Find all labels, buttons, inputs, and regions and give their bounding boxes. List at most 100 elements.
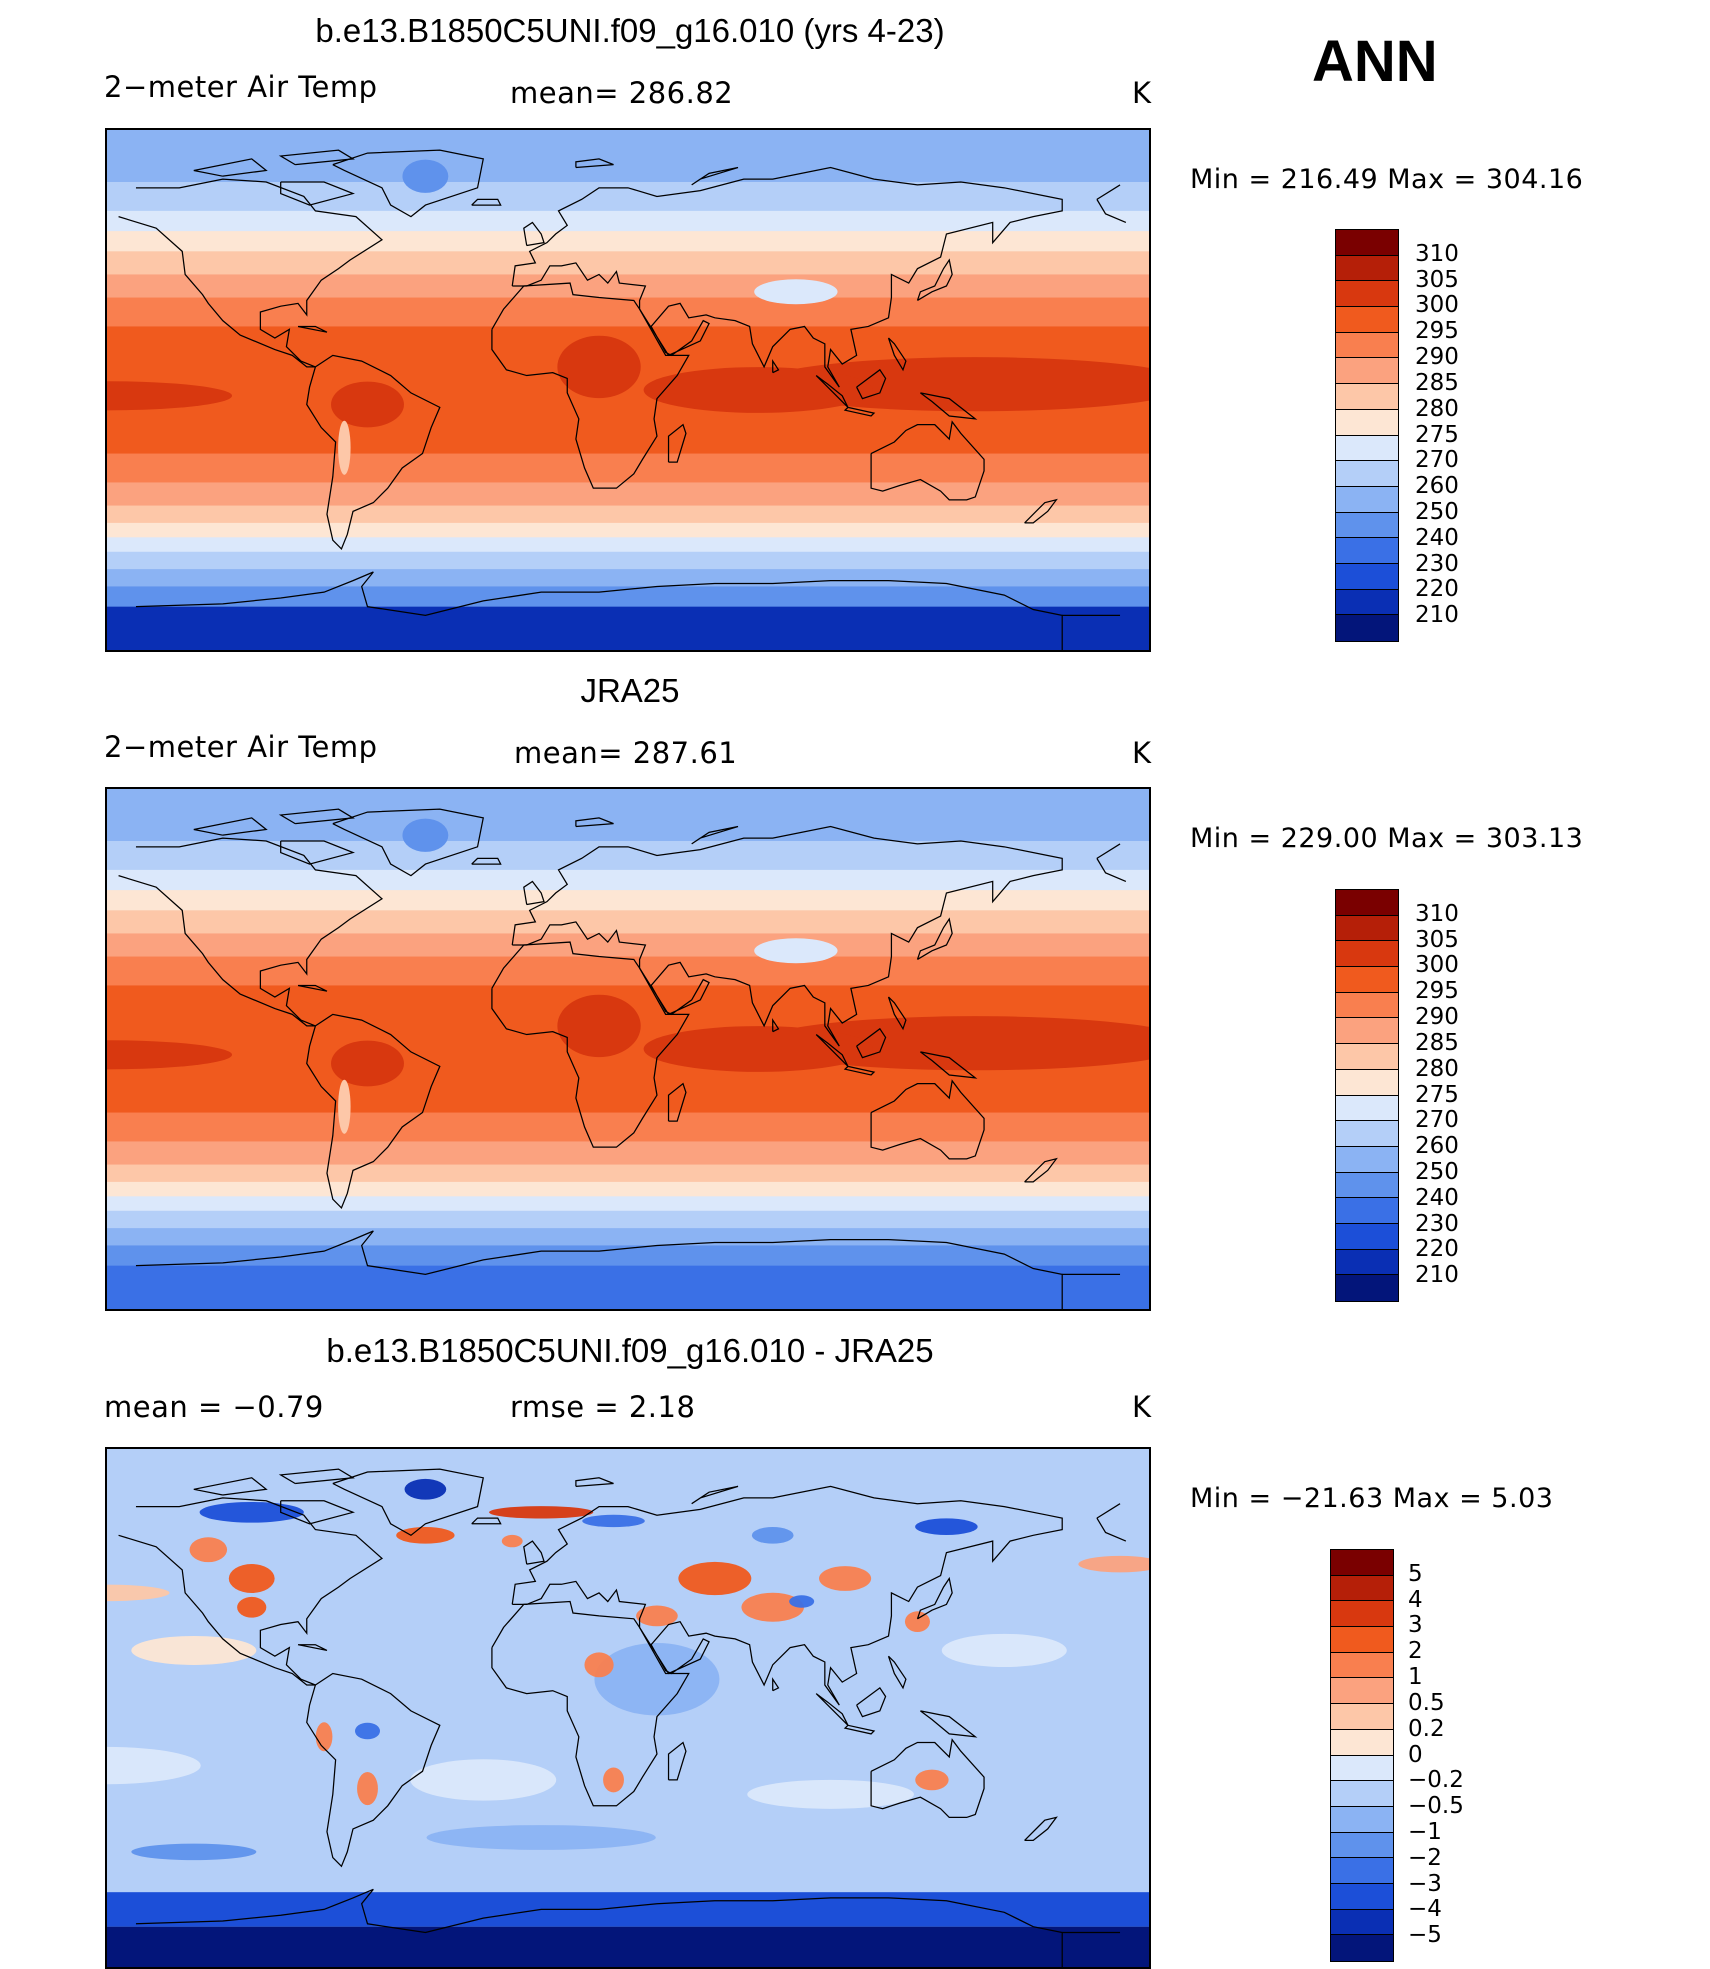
colorbar-swatch <box>1336 1172 1398 1199</box>
colorbar-labels: 310 305 300 295 290 285 280 275 270 260 250 240 230 2… <box>1415 889 1565 1302</box>
colorbar-temperature <box>1335 889 1399 1302</box>
colorbar-tick-label: −1 <box>1408 1818 1442 1845</box>
colorbar-swatch <box>1336 1223 1398 1250</box>
map-model <box>105 128 1151 652</box>
colorbar-swatch <box>1336 332 1398 359</box>
colorbar-swatch <box>1336 589 1398 616</box>
colorbar-swatch <box>1336 1146 1398 1173</box>
colorbar-tick-label: 310 <box>1415 900 1459 927</box>
map-obs <box>105 787 1151 1311</box>
colorbar-swatch <box>1336 941 1398 968</box>
colorbar-swatch <box>1336 1044 1398 1070</box>
colorbar-swatch <box>1331 1806 1393 1833</box>
colorbar-tick-label: 275 <box>1415 421 1459 448</box>
panel-minmax: Min = −21.63 Max = 5.03 <box>1190 1483 1554 1514</box>
colorbar-swatch <box>1336 890 1398 916</box>
colorbar-tick-label: 250 <box>1415 498 1459 525</box>
colorbar-swatch <box>1336 1198 1398 1224</box>
colorbar-tick-label: 4 <box>1408 1586 1423 1613</box>
colorbar-tick-label: 270 <box>1415 1107 1459 1134</box>
colorbar-tick-label: 250 <box>1415 1158 1459 1185</box>
colorbar-swatch <box>1336 281 1398 308</box>
colorbar-tick-label: 310 <box>1415 240 1459 267</box>
panel-minmax: Min = 216.49 Max = 304.16 <box>1190 164 1584 195</box>
colorbar-swatch <box>1331 1550 1393 1576</box>
colorbar-tick-label: −5 <box>1408 1922 1442 1949</box>
panel-left-label: 2−meter Air Temp <box>104 730 378 764</box>
colorbar-swatch <box>1336 255 1398 282</box>
colorbar-swatch <box>1336 512 1398 539</box>
panel-left-label: 2−meter Air Temp <box>104 70 378 104</box>
colorbar-tick-label: 0.5 <box>1408 1689 1445 1716</box>
colorbar-tick-label: 295 <box>1415 318 1459 345</box>
colorbar-tick-label: 280 <box>1415 395 1459 422</box>
colorbar-swatch <box>1336 486 1398 513</box>
panel-left-label: mean = −0.79 <box>104 1390 324 1424</box>
coastlines <box>118 808 1127 1309</box>
colorbar-tick-label: 3 <box>1408 1612 1423 1639</box>
colorbar-swatch <box>1331 1883 1393 1910</box>
colorbar-tick-label: 305 <box>1415 926 1459 953</box>
colorbar-tick-label: 240 <box>1415 524 1459 551</box>
panel-center-label: rmse = 2.18 <box>510 1390 696 1424</box>
colorbar-swatch <box>1336 1069 1398 1096</box>
colorbar-tick-label: 280 <box>1415 1055 1459 1082</box>
colorbar-swatch <box>1336 1275 1398 1301</box>
colorbar-tick-label: 300 <box>1415 952 1459 979</box>
panel-title: b.e13.B1850C5UNI.f09_g16.010 (yrs 4-23) <box>315 12 945 49</box>
colorbar-tick-label: 220 <box>1415 1236 1459 1263</box>
colorbar-swatch <box>1336 307 1398 333</box>
panel-title: JRA25 <box>580 672 680 709</box>
colorbar-swatch <box>1331 1627 1393 1653</box>
colorbar-tick-label: −3 <box>1408 1870 1442 1897</box>
colorbar-swatch <box>1331 1832 1393 1859</box>
colorbar-swatch <box>1336 563 1398 590</box>
colorbar-swatch <box>1331 1704 1393 1730</box>
colorbar-swatch <box>1336 615 1398 641</box>
colorbar-tick-label: 5 <box>1408 1560 1423 1587</box>
panel-center-label: mean= 287.61 <box>514 736 738 770</box>
colorbar-swatch <box>1336 538 1398 564</box>
colorbar-tick-label: 230 <box>1415 550 1459 577</box>
colorbar-swatch <box>1336 1121 1398 1147</box>
colorbar-swatch <box>1336 992 1398 1019</box>
panel-units: K <box>1132 736 1152 770</box>
colorbar-swatch <box>1336 358 1398 385</box>
colorbar-swatch <box>1336 435 1398 462</box>
colorbar-tick-label: 2 <box>1408 1638 1423 1665</box>
colorbar-labels: 5 4 3 2 1 0.5 0.2 0 −0.2 −0.5 −1 −2 −3 −4 −5 <box>1408 1549 1558 1962</box>
colorbar-labels: 310 305 300 295 290 285 280 275 270 260 250 240 230 2… <box>1415 229 1565 642</box>
colorbar-temperature <box>1335 229 1399 642</box>
panel-center-label: mean= 286.82 <box>510 76 734 110</box>
colorbar-swatch <box>1336 967 1398 993</box>
colorbar-tick-label: −2 <box>1408 1844 1442 1871</box>
colorbar-swatch <box>1336 915 1398 942</box>
colorbar-swatch <box>1331 1781 1393 1807</box>
colorbar-tick-label: 290 <box>1415 1004 1459 1031</box>
colorbar-tick-label: 285 <box>1415 369 1459 396</box>
colorbar-tick-label: 300 <box>1415 292 1459 319</box>
colorbar-swatch <box>1331 1755 1393 1782</box>
colorbar-tick-label: 260 <box>1415 1133 1459 1160</box>
colorbar-tick-label: −0.5 <box>1408 1793 1464 1820</box>
season-label: ANN <box>1312 29 1438 94</box>
colorbar-difference <box>1330 1549 1394 1962</box>
colorbar-tick-label: −4 <box>1408 1896 1442 1923</box>
colorbar-swatch <box>1331 1678 1393 1705</box>
colorbar-tick-label: 0.2 <box>1408 1715 1445 1742</box>
colorbar-tick-label: 270 <box>1415 447 1459 474</box>
coastlines <box>118 1468 1127 1967</box>
panel-title: b.e13.B1850C5UNI.f09_g16.010 - JRA25 <box>326 1332 934 1369</box>
colorbar-tick-label: 240 <box>1415 1184 1459 1211</box>
colorbar-swatch <box>1331 1935 1393 1961</box>
colorbar-tick-label: −0.2 <box>1408 1767 1464 1794</box>
colorbar-swatch <box>1336 1095 1398 1122</box>
colorbar-tick-label: 285 <box>1415 1029 1459 1056</box>
panel-units: K <box>1132 76 1152 110</box>
panel-units: K <box>1132 1390 1152 1424</box>
colorbar-swatch <box>1336 1249 1398 1276</box>
colorbar-tick-label: 210 <box>1415 1262 1459 1289</box>
colorbar-tick-label: 1 <box>1408 1664 1423 1691</box>
map-diff <box>105 1447 1151 1969</box>
colorbar-swatch <box>1331 1909 1393 1936</box>
